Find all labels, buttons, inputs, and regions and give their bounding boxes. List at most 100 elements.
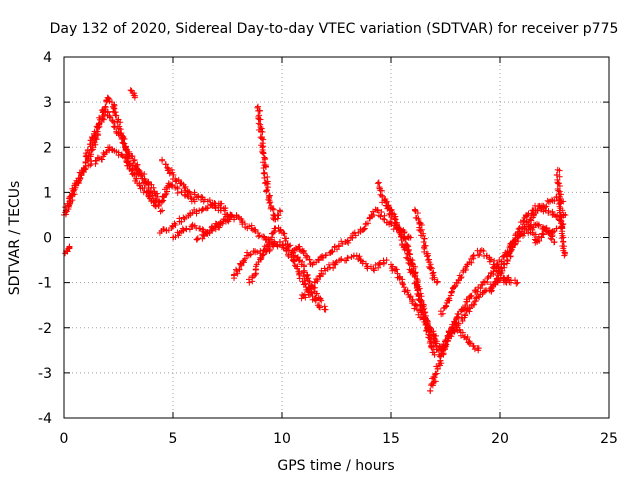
data-point-interp <box>443 303 450 310</box>
data-point-interp <box>110 123 117 130</box>
data-point-interp <box>401 288 408 295</box>
data-point-interp <box>92 160 99 167</box>
data-point-interp <box>459 329 466 336</box>
data-point-interp <box>300 248 307 255</box>
data-point-interp <box>412 272 419 279</box>
data-point <box>551 239 558 246</box>
data-point <box>226 216 233 223</box>
y-tick-label: 0 <box>43 231 52 247</box>
data-point <box>401 284 408 291</box>
data-point-interp <box>100 116 107 123</box>
data-point-interp <box>261 169 268 176</box>
data-point <box>115 130 122 137</box>
data-point-interp <box>263 187 270 194</box>
data-point-interp <box>312 297 319 304</box>
data-point-interp <box>117 119 124 126</box>
data-point-interp <box>260 233 267 240</box>
data-point-interp <box>421 235 428 242</box>
data-point-interp <box>308 283 315 290</box>
data-point-interp <box>172 222 179 229</box>
data-point-interp <box>300 262 307 269</box>
data-point-interp <box>375 179 382 186</box>
data-point-interp <box>415 291 422 298</box>
data-point-interp <box>150 184 157 191</box>
data-point-interp <box>371 267 378 274</box>
y-tick-label: -4 <box>38 411 52 427</box>
data-point-interp <box>376 184 383 191</box>
data-point-interp <box>263 242 270 249</box>
data-point-interp <box>506 250 513 257</box>
data-point-interp <box>558 235 565 242</box>
data-point-interp <box>558 191 565 198</box>
data-point-interp <box>169 223 176 230</box>
data-point-interp <box>261 154 268 161</box>
data-point-interp <box>432 378 439 385</box>
data-point-interp <box>186 226 193 233</box>
data-point-interp <box>109 118 116 125</box>
x-tick-label: 10 <box>273 431 291 447</box>
data-point-interp <box>200 226 207 233</box>
data-point-interp <box>329 248 336 255</box>
data-point <box>462 302 469 309</box>
data-point-interp <box>84 147 91 154</box>
data-point <box>104 94 111 101</box>
data-point <box>272 225 279 232</box>
data-point-interp <box>237 260 244 267</box>
data-point-interp <box>198 207 205 214</box>
data-point-interp <box>380 215 387 222</box>
data-point-interp <box>295 257 302 264</box>
data-point-interp <box>122 146 129 153</box>
data-point <box>131 94 138 101</box>
data-point-interp <box>264 187 271 194</box>
data-point-interp <box>120 140 127 147</box>
data-point-interp <box>181 215 188 222</box>
data-point-interp <box>381 259 388 266</box>
data-point-interp <box>193 236 200 243</box>
x-tick-label: 0 <box>60 431 69 447</box>
data-point-interp <box>286 247 293 254</box>
data-point-interp <box>75 175 82 182</box>
data-point <box>322 252 329 259</box>
data-point-interp <box>264 184 271 191</box>
data-point-interp <box>116 132 123 139</box>
data-point <box>407 293 414 300</box>
data-point-interp <box>217 220 224 227</box>
data-point-interp <box>247 251 254 258</box>
data-point-interp <box>445 334 452 341</box>
data-point-interp <box>360 226 367 233</box>
data-point-interp <box>495 275 502 282</box>
data-point-interp <box>317 273 324 280</box>
data-point-interp <box>364 265 371 272</box>
data-point-interp <box>141 177 148 184</box>
data-point-interp <box>291 258 298 265</box>
data-point-interp <box>545 207 552 214</box>
data-point-interp <box>177 180 184 187</box>
data-point-interp <box>378 208 385 215</box>
data-point-interp <box>464 261 471 268</box>
y-axis-label: SDTVAR / TECUs <box>7 181 23 296</box>
data-point-interp <box>434 365 441 372</box>
data-point-interp <box>262 155 269 162</box>
data-point-interp <box>306 278 313 285</box>
data-point-interp <box>172 178 179 185</box>
data-point-interp <box>555 180 562 187</box>
data-point <box>322 306 329 313</box>
data-point-interp <box>162 161 169 168</box>
data-point-interp <box>383 199 390 206</box>
data-point-interp <box>136 180 143 187</box>
data-point-interp <box>391 267 398 274</box>
data-point-interp <box>111 109 118 116</box>
data-point <box>87 162 94 169</box>
data-point-interp <box>472 287 479 294</box>
data-point-interp <box>424 253 431 260</box>
data-point-interp <box>553 225 560 232</box>
data-point-interp <box>432 336 439 343</box>
data-point-interp <box>187 210 194 217</box>
data-point-interp <box>95 121 102 128</box>
data-point-interp <box>170 171 177 178</box>
data-point-interp <box>172 233 179 240</box>
data-point-interp <box>553 213 560 220</box>
data-point-interp <box>174 184 181 191</box>
data-point-interp <box>535 222 542 229</box>
data-point <box>475 347 482 354</box>
